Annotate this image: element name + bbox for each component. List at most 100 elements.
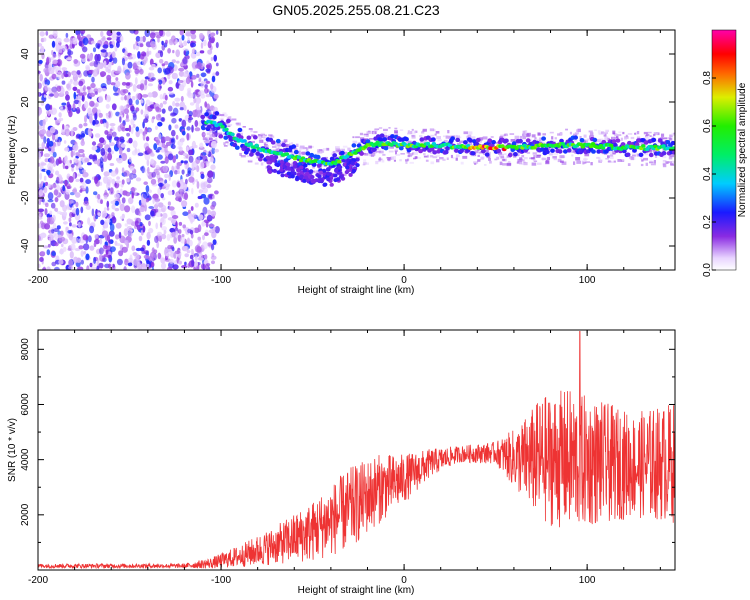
trace-halo bbox=[337, 156, 340, 159]
noise-speck bbox=[188, 155, 194, 163]
trace-halo bbox=[363, 134, 369, 137]
noise-speck bbox=[138, 128, 143, 134]
noise-speck bbox=[105, 121, 109, 129]
noise-speck bbox=[177, 140, 184, 147]
noise-speck bbox=[56, 225, 61, 230]
noise-speck bbox=[107, 254, 111, 259]
trace-halo bbox=[409, 161, 414, 164]
noise-speck bbox=[185, 173, 189, 177]
noise-speck bbox=[193, 253, 199, 258]
trace-halo bbox=[227, 143, 231, 146]
noise-speck bbox=[148, 255, 153, 262]
noise-speck bbox=[112, 263, 115, 268]
noise-speck bbox=[124, 239, 129, 246]
noise-speck bbox=[196, 181, 200, 189]
x-tick-label: -200 bbox=[28, 275, 48, 286]
noise-speck bbox=[182, 130, 186, 136]
noise-speck bbox=[150, 158, 155, 164]
noise-speck bbox=[202, 155, 208, 162]
trace-halo bbox=[376, 151, 381, 153]
noise-speck bbox=[161, 205, 167, 213]
noise-speck bbox=[103, 176, 109, 184]
noise-speck bbox=[206, 103, 211, 110]
noise-speck bbox=[148, 220, 151, 227]
noise-speck bbox=[188, 176, 195, 183]
noise-speck bbox=[169, 112, 177, 117]
noise-speck bbox=[114, 181, 120, 189]
noise-speck bbox=[151, 171, 156, 178]
noise-speck bbox=[144, 30, 151, 37]
noise-speck bbox=[85, 186, 89, 194]
noise-speck bbox=[97, 212, 101, 217]
noise-speck bbox=[77, 173, 81, 177]
noise-speck bbox=[47, 243, 51, 248]
trace-halo bbox=[263, 161, 269, 163]
x-tick-label: -100 bbox=[211, 575, 231, 586]
noise-speck bbox=[76, 70, 81, 75]
trace-body bbox=[378, 137, 384, 142]
trace-halo bbox=[486, 155, 491, 159]
noise-speck bbox=[125, 72, 131, 80]
trace-body bbox=[359, 151, 364, 156]
trace-halo bbox=[278, 143, 282, 146]
trace-halo bbox=[419, 135, 423, 138]
trace-body bbox=[311, 162, 317, 167]
noise-speck bbox=[160, 262, 167, 270]
trace-body bbox=[625, 152, 631, 157]
trace-halo bbox=[662, 137, 668, 140]
trace-halo bbox=[645, 162, 648, 166]
noise-speck bbox=[77, 33, 81, 40]
noise-speck bbox=[38, 184, 43, 189]
noise-speck bbox=[121, 57, 126, 66]
trace-body bbox=[383, 146, 389, 151]
trace-halo bbox=[264, 134, 267, 137]
noise-speck bbox=[211, 253, 215, 258]
trace-body bbox=[484, 152, 490, 157]
noise-speck bbox=[72, 144, 79, 151]
trace-halo bbox=[536, 138, 540, 142]
trace-halo bbox=[208, 110, 213, 113]
trace-halo bbox=[207, 129, 213, 132]
trace-halo bbox=[374, 128, 380, 131]
noise-speck bbox=[91, 208, 95, 217]
trace-halo bbox=[400, 153, 405, 155]
trace-halo bbox=[607, 137, 610, 142]
noise-speck bbox=[77, 154, 83, 158]
noise-speck bbox=[181, 200, 188, 208]
noise-speck bbox=[194, 255, 198, 261]
noise-speck bbox=[99, 181, 103, 186]
trace-halo bbox=[227, 125, 231, 127]
trace-body bbox=[454, 148, 459, 153]
trace-body bbox=[319, 177, 324, 182]
trace-body bbox=[329, 182, 334, 187]
noise-speck bbox=[175, 102, 180, 107]
noise-speck bbox=[157, 83, 162, 91]
noise-speck bbox=[206, 60, 210, 66]
trace-halo bbox=[634, 132, 637, 135]
noise-speck bbox=[54, 197, 59, 203]
trace-halo bbox=[477, 159, 481, 162]
noise-speck bbox=[190, 81, 194, 88]
noise-speck bbox=[81, 182, 87, 191]
trace-halo bbox=[665, 161, 669, 164]
trace-halo bbox=[388, 134, 392, 137]
trace-halo bbox=[519, 135, 523, 139]
trace-halo bbox=[468, 131, 473, 135]
trace-halo bbox=[480, 156, 485, 160]
trace-body bbox=[518, 138, 523, 144]
trace-halo bbox=[503, 157, 507, 160]
trace-body bbox=[322, 168, 327, 173]
noise-speck bbox=[103, 195, 108, 200]
trace-body bbox=[333, 178, 338, 183]
noise-speck bbox=[171, 231, 176, 238]
noise-speck bbox=[51, 261, 57, 267]
trace-halo bbox=[436, 136, 441, 140]
trace-body bbox=[276, 170, 281, 175]
trace-body bbox=[355, 163, 360, 168]
trace-halo bbox=[313, 170, 319, 173]
noise-speck bbox=[141, 197, 147, 206]
noise-speck bbox=[170, 245, 174, 250]
noise-speck bbox=[44, 223, 51, 230]
trace-body bbox=[270, 158, 276, 163]
trace-halo bbox=[378, 127, 383, 129]
